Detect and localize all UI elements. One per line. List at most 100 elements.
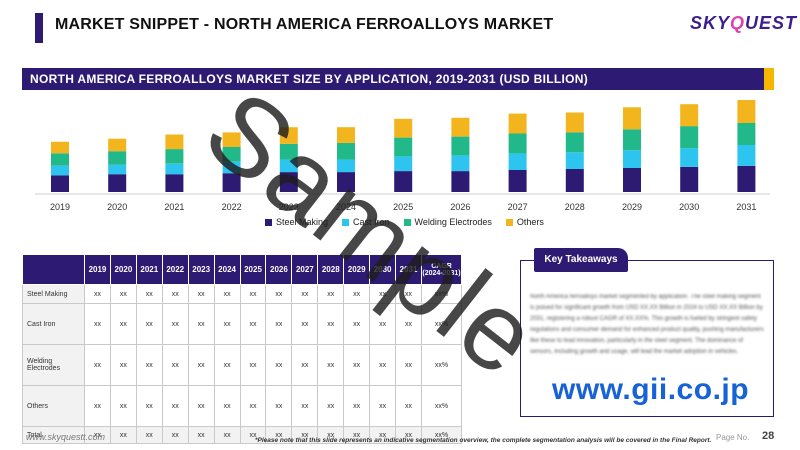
table-cell: xx bbox=[369, 284, 397, 304]
table-cell: xx bbox=[213, 426, 241, 444]
legend-label: Cast Iron bbox=[353, 217, 390, 227]
table-segment-name: Others bbox=[22, 385, 85, 427]
table-cell: xx bbox=[213, 303, 241, 345]
legend-swatch bbox=[403, 218, 411, 226]
x-tick-label: 2022 bbox=[222, 202, 242, 212]
table-year-header: 2021 bbox=[135, 254, 163, 285]
table-year-header: 2019 bbox=[84, 254, 111, 285]
bar-2026-others bbox=[451, 117, 470, 137]
chart-title-banner: NORTH AMERICA FERROALLOYS MARKET SIZE BY… bbox=[22, 68, 774, 90]
table-cagr-header: CAGR (2024-2031) bbox=[421, 254, 462, 285]
bar-2026-welding-electrodes bbox=[451, 136, 470, 156]
page-number: 28 bbox=[762, 430, 775, 442]
bar-2023-steel-making bbox=[279, 172, 298, 192]
table-cell: xx bbox=[291, 344, 319, 386]
x-tick-label: 2027 bbox=[508, 202, 528, 212]
bar-2028-cast-iron bbox=[565, 152, 584, 169]
table-year-header: 2025 bbox=[239, 254, 267, 285]
table-row: Welding Electrodes xx xx xx xx xx xx xx xx xx xx xx… bbox=[22, 344, 462, 386]
table-cell: xx bbox=[109, 426, 137, 444]
bar-2028-welding-electrodes bbox=[565, 132, 584, 153]
legend-label: Steel Making bbox=[276, 217, 329, 227]
key-takeaways-title: Key Takeaways bbox=[534, 248, 628, 272]
bar-2028-others bbox=[565, 112, 584, 133]
bar-2026-cast-iron bbox=[451, 155, 470, 172]
table-cell: xx bbox=[161, 426, 189, 444]
bar-2022-welding-electrodes bbox=[222, 147, 241, 162]
table-cell: xx bbox=[265, 344, 293, 386]
table-cell: xx bbox=[395, 303, 422, 345]
legend-label: Others bbox=[516, 217, 544, 227]
x-tick-label: 2026 bbox=[450, 202, 470, 212]
table-cell: xx bbox=[343, 303, 371, 345]
table-cell: xx bbox=[395, 344, 422, 386]
table-cagr-cell: xx% bbox=[421, 385, 462, 427]
table-cell: xx bbox=[135, 385, 163, 427]
legend-item: Welding Electrodes bbox=[403, 215, 492, 229]
table-cell: xx bbox=[109, 303, 137, 345]
bar-2027-steel-making bbox=[508, 170, 527, 192]
bar-2021-welding-electrodes bbox=[165, 149, 184, 164]
table-cell: xx bbox=[109, 284, 137, 304]
footer-note: *Please note that this slide represents … bbox=[255, 437, 712, 444]
table-cell: xx bbox=[135, 284, 163, 304]
page-title: MARKET SNIPPET - NORTH AMERICA FERROALLO… bbox=[55, 16, 554, 33]
bar-2020-cast-iron bbox=[108, 164, 127, 175]
x-tick-label: 2020 bbox=[107, 202, 127, 212]
table-cell: xx bbox=[161, 344, 189, 386]
bar-2020-steel-making bbox=[108, 174, 127, 192]
table-year-header: 2027 bbox=[291, 254, 319, 285]
bar-2024-welding-electrodes bbox=[337, 142, 355, 160]
table-cell: xx bbox=[161, 284, 189, 304]
table-cell: xx bbox=[187, 284, 215, 304]
x-tick-label: 2024 bbox=[336, 202, 356, 212]
table-cell: xx bbox=[395, 385, 422, 427]
legend-item: Others bbox=[505, 215, 544, 229]
table-cagr-cell: xx% bbox=[421, 344, 462, 386]
x-tick-label: 2029 bbox=[622, 202, 642, 212]
table-cell: xx bbox=[109, 385, 137, 427]
table-year-header: 2022 bbox=[161, 254, 189, 285]
bar-2022-cast-iron bbox=[222, 161, 241, 174]
bar-2019-others bbox=[51, 141, 69, 154]
table-segment-name: Total bbox=[22, 426, 85, 444]
title-accent-bar bbox=[35, 13, 43, 43]
table-cell: xx bbox=[84, 426, 111, 444]
table-cell: xx bbox=[109, 344, 137, 386]
bar-2021-cast-iron bbox=[165, 163, 184, 175]
x-tick-label: 2030 bbox=[679, 202, 699, 212]
bar-2021-steel-making bbox=[165, 174, 184, 192]
table-cagr-cell: xx% bbox=[421, 303, 462, 345]
x-tick-label: 2019 bbox=[50, 202, 70, 212]
table-cell: xx bbox=[291, 385, 319, 427]
skyquest-logo: SKYQUEST bbox=[690, 13, 797, 34]
legend-swatch bbox=[342, 218, 350, 226]
bar-2025-welding-electrodes bbox=[394, 137, 413, 157]
bar-2021-others bbox=[165, 134, 184, 150]
table-cell: xx bbox=[369, 303, 397, 345]
table-cell: xx bbox=[239, 344, 267, 386]
footer-url: www.skyquestt.com bbox=[26, 432, 106, 442]
table-year-header: 2024 bbox=[213, 254, 241, 285]
logo-part-q: Q bbox=[730, 13, 746, 33]
bar-2023-others bbox=[279, 127, 298, 144]
table-cell: xx bbox=[187, 344, 215, 386]
table-cell: xx bbox=[343, 426, 371, 444]
gii-watermark: www.gii.co.jp bbox=[552, 373, 750, 406]
table-cell: xx bbox=[135, 303, 163, 345]
x-tick-label: 2023 bbox=[279, 202, 299, 212]
bar-2031-cast-iron bbox=[737, 145, 756, 166]
table-cell: xx bbox=[343, 284, 371, 304]
bar-2023-cast-iron bbox=[279, 159, 298, 173]
table-cell: xx bbox=[343, 385, 371, 427]
key-takeaways-text: North America ferroalloys market segment… bbox=[530, 294, 764, 355]
bar-2030-cast-iron bbox=[680, 148, 699, 167]
bar-2020-welding-electrodes bbox=[108, 151, 127, 165]
bar-2029-cast-iron bbox=[623, 150, 641, 168]
table-row: Cast Iron xx xx xx xx xx xx xx xx xx xx xx xx xx xx% bbox=[22, 303, 462, 345]
table-row: Others xx xx xx xx xx xx xx xx xx xx xx xx xx xx% bbox=[22, 385, 462, 427]
table-cell: xx bbox=[291, 303, 319, 345]
bar-2029-steel-making bbox=[623, 168, 641, 192]
table-segment-name: Welding Electrodes bbox=[22, 344, 85, 386]
bar-2027-welding-electrodes bbox=[508, 133, 527, 154]
